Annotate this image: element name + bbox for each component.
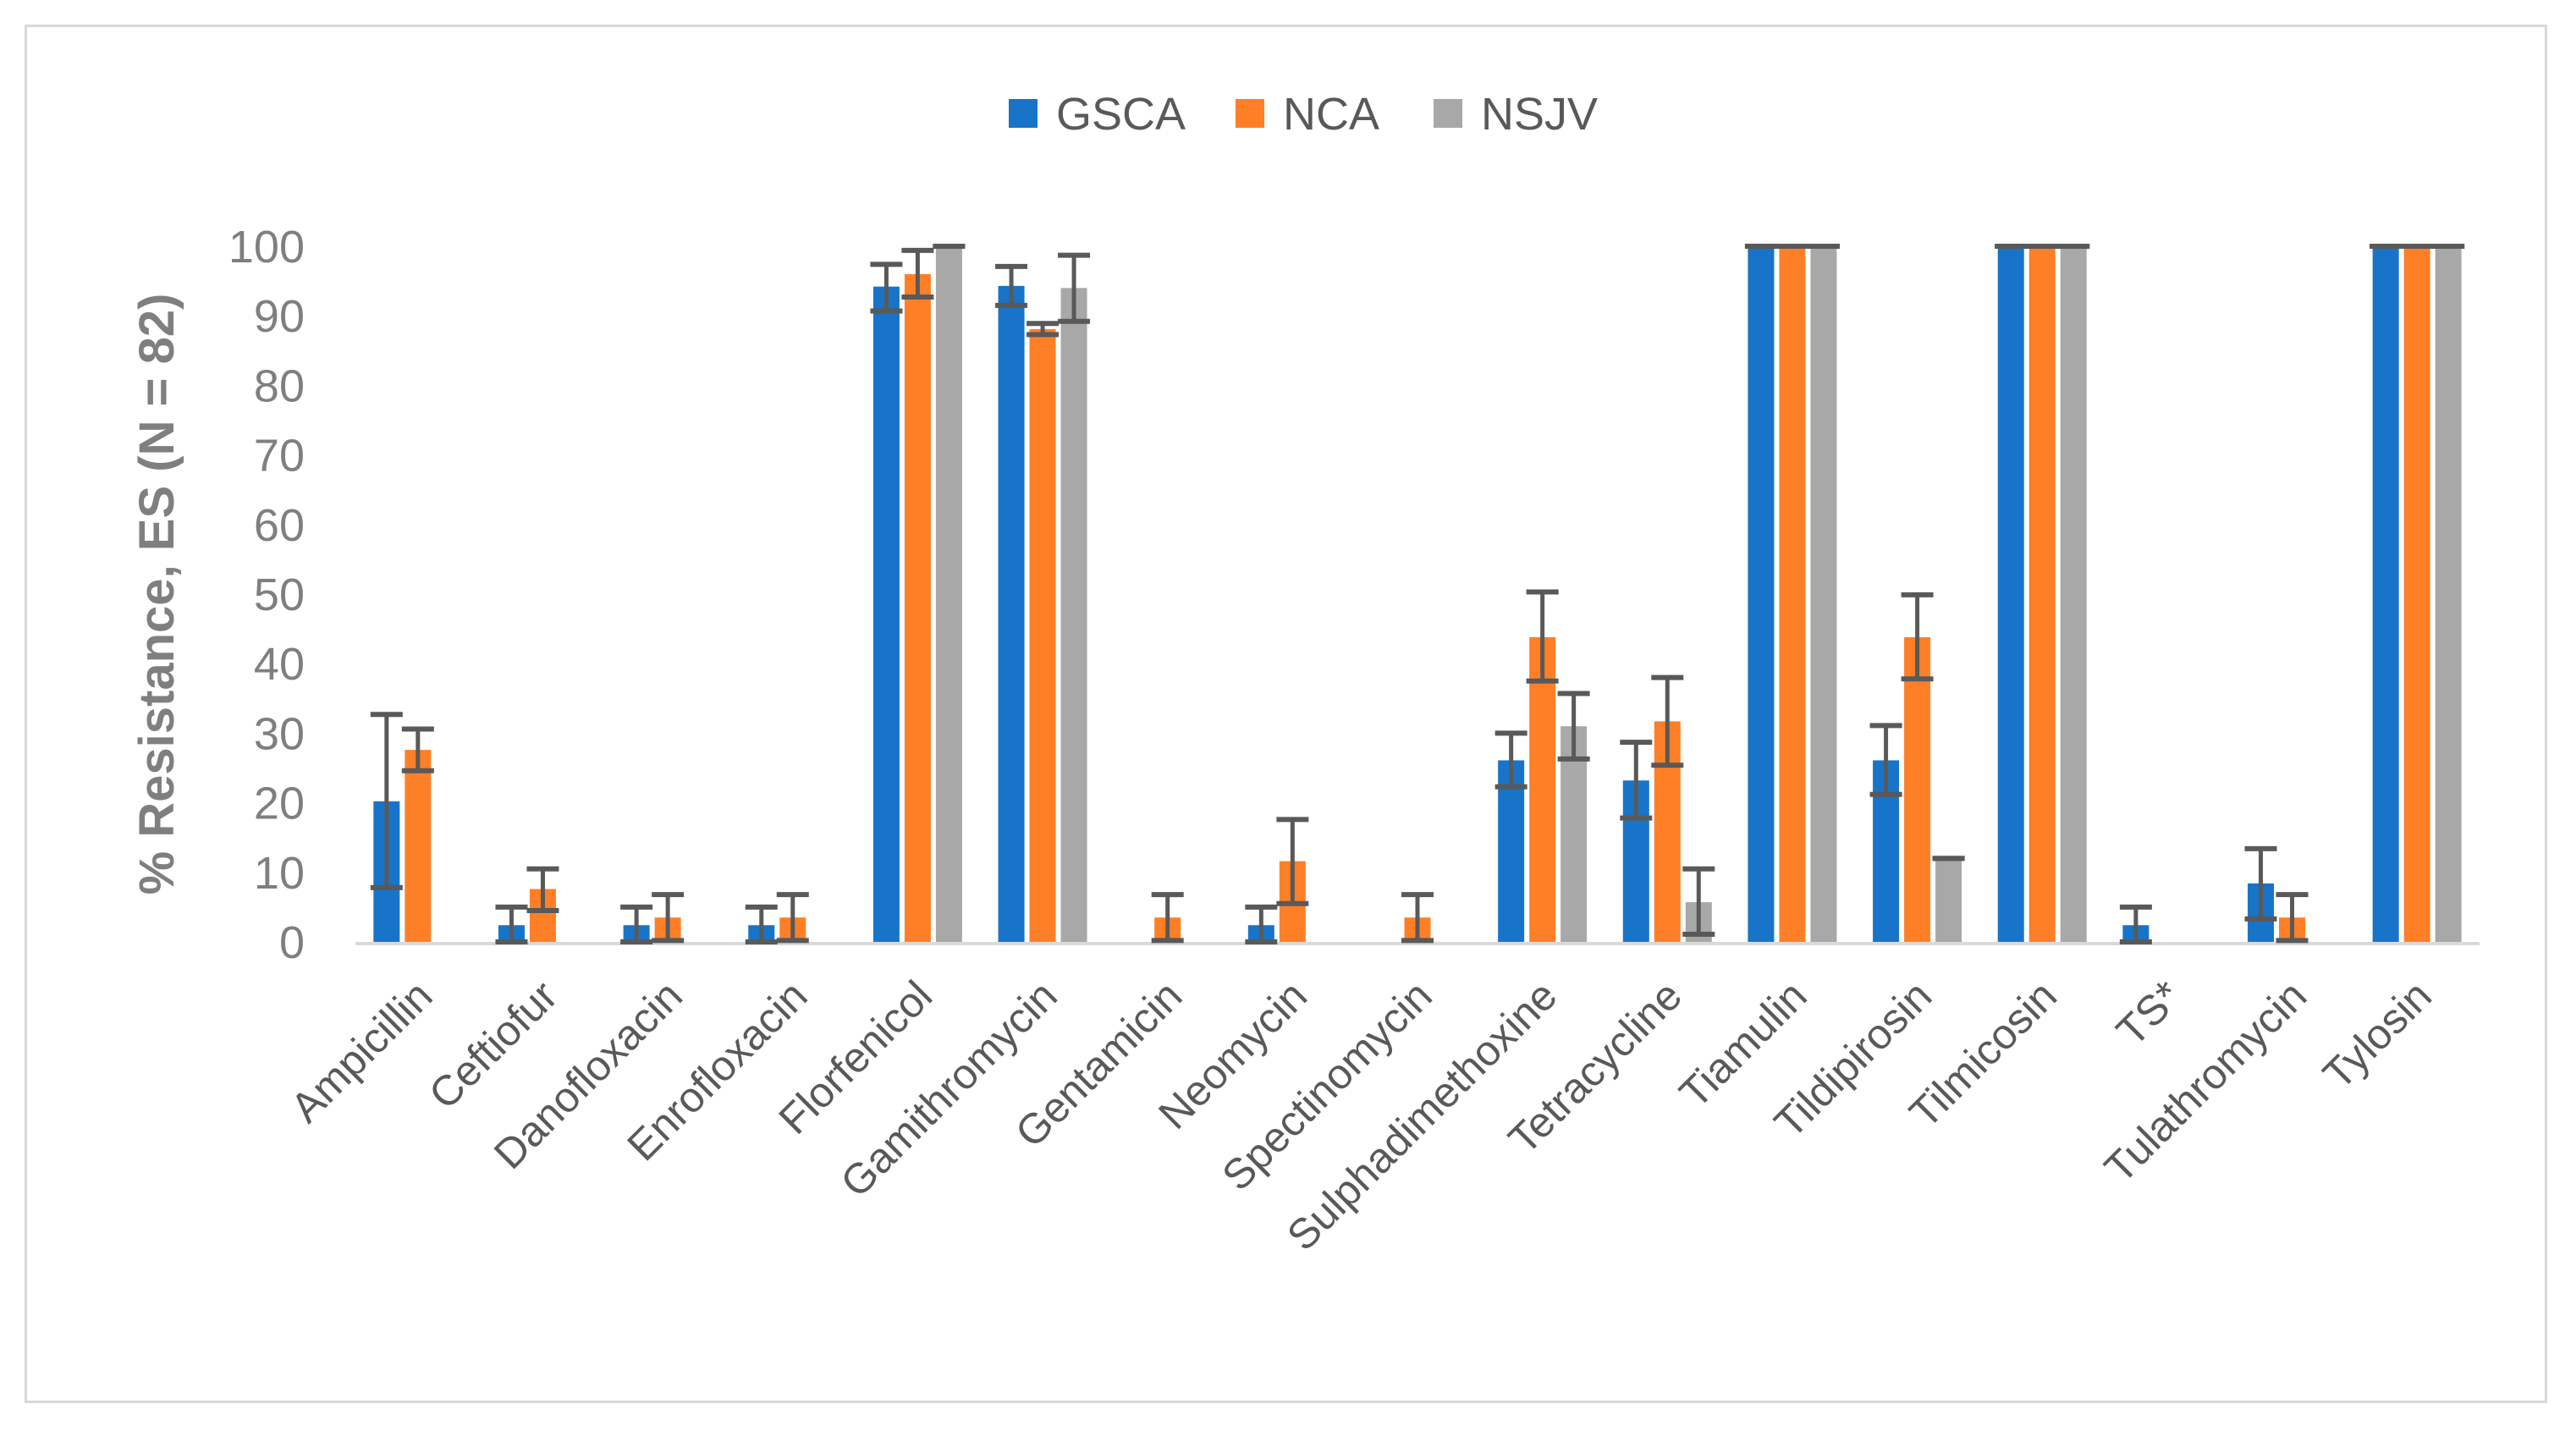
y-tick-label: 60 xyxy=(254,500,305,551)
bar-nsjv xyxy=(2435,246,2462,942)
x-tick-label: Tylosin xyxy=(2314,971,2441,1098)
bar-nca xyxy=(1529,636,1556,942)
bar-gsca xyxy=(998,285,1025,942)
legend-swatch-nca xyxy=(1236,99,1264,128)
legend-swatch-nsjv xyxy=(1434,99,1462,128)
error-bar xyxy=(1869,723,1902,797)
bar-nca xyxy=(2403,246,2430,942)
error-bar xyxy=(2119,904,2152,944)
y-tick-label: 100 xyxy=(228,222,305,272)
error-bar xyxy=(1557,691,1590,762)
bar-gsca xyxy=(1997,246,2024,942)
error-bar xyxy=(495,904,528,944)
error-bar xyxy=(1151,892,1184,944)
legend: GSCA NCA NSJV xyxy=(1009,89,1598,140)
bar-nca xyxy=(1029,328,1056,942)
bar-nsjv xyxy=(2060,246,2087,942)
error-bar xyxy=(1276,817,1309,906)
error-bar xyxy=(1401,892,1434,944)
x-tick-label: Gamithromycin xyxy=(832,971,1066,1206)
y-axis-ticks: 0 10 20 30 40 50 60 70 80 90 100 xyxy=(228,222,305,968)
error-bar xyxy=(776,892,809,944)
error-bar xyxy=(1245,904,1278,944)
error-bar xyxy=(1058,252,1091,324)
y-tick-label: 70 xyxy=(254,431,305,482)
error-bar xyxy=(1494,730,1527,790)
bars xyxy=(373,246,2462,942)
error-bar xyxy=(652,892,685,944)
y-tick-label: 80 xyxy=(254,361,305,411)
bar-nsjv xyxy=(935,246,962,942)
y-tick-label: 20 xyxy=(254,779,305,829)
bar-nca xyxy=(2028,246,2056,942)
bar-nca xyxy=(405,750,432,942)
error-bar xyxy=(995,263,1028,308)
error-bar xyxy=(1682,866,1715,937)
error-bar xyxy=(901,247,934,300)
x-tick-label: TS* xyxy=(2107,971,2191,1055)
legend-label: GSCA xyxy=(1056,89,1186,140)
bar-nca xyxy=(904,273,931,942)
y-tick-label: 40 xyxy=(254,639,305,690)
bar-nca xyxy=(1779,246,1806,942)
error-bar xyxy=(526,866,559,914)
bar-gsca xyxy=(2372,246,2399,942)
x-tick-label: Ampicillin xyxy=(282,971,442,1131)
bar-nsjv xyxy=(1935,858,1962,942)
y-tick-label: 90 xyxy=(254,291,305,342)
error-bar xyxy=(620,904,653,944)
y-tick-label: 50 xyxy=(254,570,305,620)
y-axis-title: % Resistance, ES (N = 82) xyxy=(129,294,184,895)
error-bar xyxy=(2244,845,2277,922)
x-tick-label: Spectinomycin xyxy=(1213,971,1441,1200)
legend-label: NCA xyxy=(1283,89,1379,140)
bar-nca xyxy=(1904,636,1931,942)
error-bar xyxy=(1620,740,1653,821)
y-tick-label: 10 xyxy=(254,848,305,899)
bar-nsjv xyxy=(1560,726,1588,942)
bar-gsca xyxy=(1498,760,1525,942)
error-bar xyxy=(745,904,778,944)
y-tick-label: 30 xyxy=(254,708,305,759)
error-bar xyxy=(870,261,903,314)
error-bar xyxy=(1027,321,1060,338)
error-bar xyxy=(370,712,403,890)
legend-swatch-gsca xyxy=(1009,99,1038,128)
legend-label: NSJV xyxy=(1481,89,1598,140)
error-bar xyxy=(1901,592,1934,682)
bar-nsjv xyxy=(1810,246,1837,942)
error-bars xyxy=(370,244,2465,944)
y-tick-label: 0 xyxy=(279,917,305,968)
bar-nsjv xyxy=(1060,288,1087,942)
chart-frame xyxy=(25,25,2547,1403)
error-bar xyxy=(401,726,434,773)
x-axis-labels: AmpicillinCeftiofurDanofloxacinEnrofloxa… xyxy=(282,971,2441,1259)
error-bar xyxy=(2276,892,2309,944)
error-bar xyxy=(1526,589,1559,684)
error-bar xyxy=(1651,674,1684,768)
bar-gsca xyxy=(1748,246,1775,942)
bar-gsca xyxy=(872,286,900,942)
